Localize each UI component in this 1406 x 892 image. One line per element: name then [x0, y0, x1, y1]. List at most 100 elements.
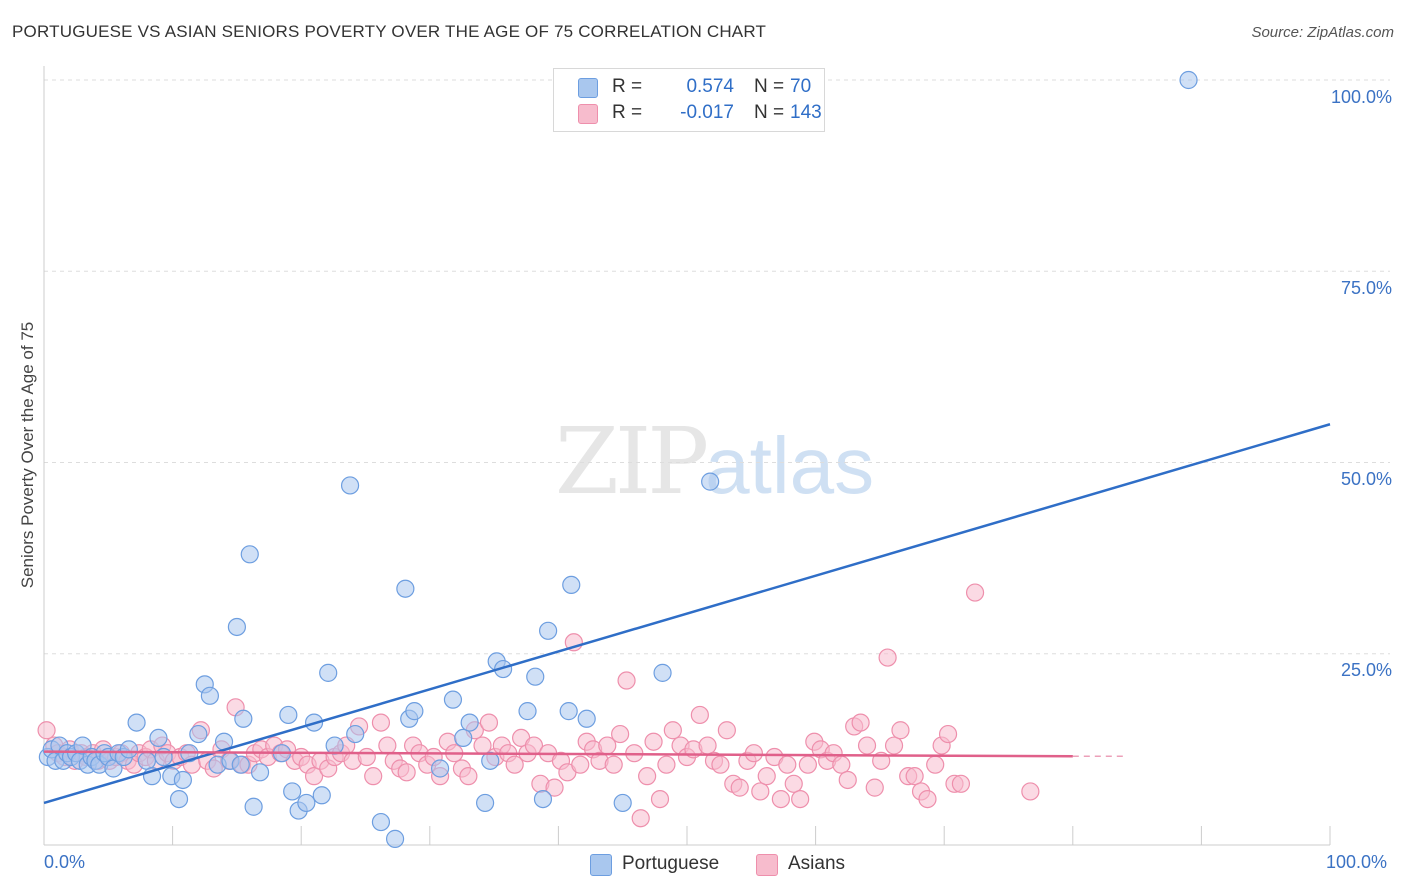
portuguese-point [325, 736, 344, 755]
portuguese-point [518, 702, 537, 721]
asians-point [378, 736, 397, 755]
portuguese-point [340, 476, 360, 495]
asians-point [638, 767, 657, 786]
asians-point [771, 789, 790, 809]
asians-point [857, 736, 877, 755]
portuguese-point [559, 702, 578, 721]
asians-point [304, 767, 324, 786]
asians-legend-label: Asians [788, 853, 846, 874]
portuguese-point [173, 770, 192, 790]
asians-point [784, 774, 803, 793]
legend-r-label: R = [612, 102, 643, 123]
y-tick-label-100: 100.0% [1330, 87, 1392, 107]
asians-point [965, 583, 985, 602]
asians-point [357, 747, 376, 767]
asians-point [611, 724, 630, 744]
portuguese-point [577, 709, 596, 728]
y-tick-label-50: 50.0% [1340, 469, 1392, 489]
portuguese-trend-line [43, 423, 1331, 805]
portuguese-point [169, 789, 189, 809]
portuguese-point [1179, 70, 1198, 90]
legend-n-label: N = [754, 76, 785, 97]
asians-point [644, 732, 663, 751]
trend-lines [43, 423, 1331, 805]
asians-point [364, 767, 383, 786]
asians-point [838, 770, 857, 790]
asians-point [891, 721, 910, 740]
portuguese-point [189, 724, 208, 744]
asians-point [631, 809, 650, 828]
asians-point [505, 755, 524, 774]
portuguese-point [283, 782, 302, 801]
asians-point [1021, 782, 1040, 801]
portuguese-point [539, 621, 558, 640]
asians-point [878, 648, 897, 667]
portuguese-point [312, 786, 331, 805]
watermark-zip: ZIP [555, 408, 709, 515]
asians-point [650, 789, 670, 809]
asians-point [884, 736, 904, 755]
asians-point [617, 671, 636, 690]
watermark: ZIPatlas [555, 408, 874, 515]
y-tick-label-75: 75.0% [1340, 278, 1392, 298]
asians-point [918, 789, 937, 809]
asians-point [851, 713, 870, 732]
asians-point [905, 767, 924, 786]
asians-point [730, 778, 749, 797]
portuguese-swatch [578, 78, 598, 98]
asians-point [757, 767, 776, 786]
asians-point [832, 755, 851, 774]
portuguese-point [371, 812, 391, 832]
portuguese-point [613, 793, 632, 813]
watermark-atlas: atlas [705, 421, 875, 510]
asians-point [698, 736, 717, 755]
portuguese-point [119, 740, 138, 759]
source-note: Source: ZipAtlas.com [1251, 24, 1394, 41]
legend-r-value-portuguese: 0.574 [686, 76, 734, 97]
portuguese-point [149, 728, 168, 748]
asians-trend-line [43, 750, 1073, 758]
portuguese-point [231, 755, 250, 774]
portuguese-point [396, 579, 415, 598]
portuguese-legend-swatch [590, 854, 612, 876]
asians-point [690, 705, 709, 725]
portuguese-point [475, 793, 495, 813]
asians-point [711, 755, 730, 774]
asians-point [791, 789, 810, 809]
asians-point [663, 721, 682, 740]
portuguese-point [454, 728, 473, 748]
asians-point [37, 721, 56, 740]
chart-title: PORTUGUESE VS ASIAN SENIORS POVERTY OVER… [12, 22, 767, 41]
portuguese-legend-label: Portuguese [622, 853, 720, 874]
asians-point [926, 755, 945, 774]
y-axis-label: Seniors Poverty Over the Age of 75 [18, 321, 37, 589]
legend-r-label: R = [612, 76, 643, 97]
portuguese-point [200, 686, 219, 705]
portuguese-points [38, 70, 1198, 848]
asians-point [545, 778, 564, 797]
asians-point [397, 763, 416, 782]
asians-points [37, 583, 1040, 828]
x-tick-label-max: 100.0% [1326, 852, 1388, 872]
portuguese-point [701, 472, 720, 491]
portuguese-point [319, 663, 338, 682]
asians-point [951, 774, 971, 793]
asians-point [798, 755, 817, 774]
portuguese-point [533, 789, 553, 809]
asians-point [717, 721, 736, 740]
portuguese-point [240, 545, 259, 564]
portuguese-point [244, 797, 263, 816]
portuguese-point [481, 751, 500, 770]
asians-point [938, 724, 958, 744]
portuguese-point [227, 617, 246, 637]
grid-lines [44, 79, 1390, 655]
asians-point [778, 755, 797, 774]
portuguese-point [385, 829, 405, 848]
portuguese-point [234, 709, 253, 728]
portuguese-point [526, 667, 545, 686]
portuguese-point [430, 759, 450, 778]
asians-point [657, 755, 676, 774]
portuguese-point [250, 763, 270, 782]
asians-point [571, 755, 590, 774]
